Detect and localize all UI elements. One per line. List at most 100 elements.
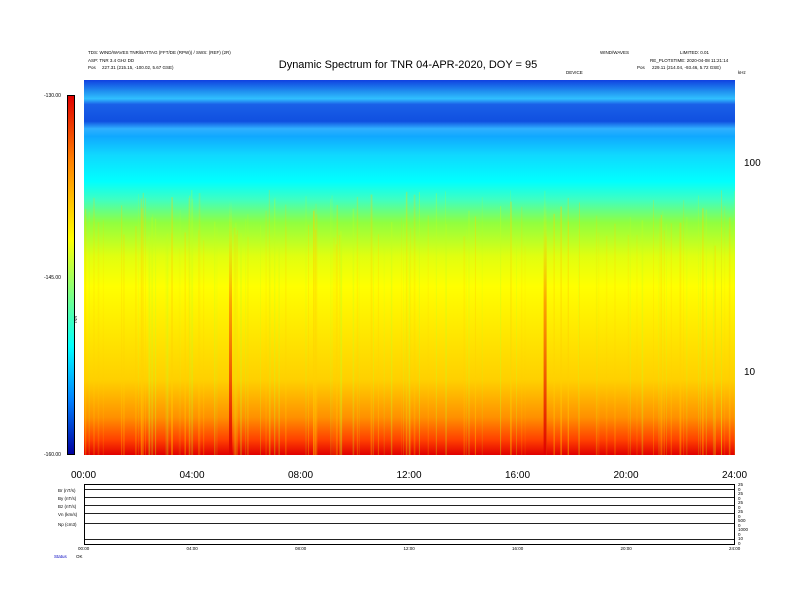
spectrum-streak <box>235 234 237 455</box>
colorbar <box>67 95 75 455</box>
header-right-pos: 229.11 (214.04, -93.46, 5.72 GSE) <box>652 65 721 70</box>
spectrum-streak <box>313 209 315 455</box>
panel-right-tick: 25 <box>738 482 744 487</box>
status-value: OK <box>76 554 83 559</box>
panel-label: Br (nT/s) <box>58 488 76 493</box>
chart-title: Dynamic Spectrum for TNR 04-APR-2020, DO… <box>278 59 538 71</box>
spectrum-streak <box>500 206 502 455</box>
spectrum-streak <box>403 223 404 455</box>
spectrum-streak <box>155 218 157 455</box>
spectrum-streak <box>188 198 190 455</box>
spectrum-streak <box>370 194 373 455</box>
panel-right-tick: 1000 <box>738 527 749 532</box>
spectrum-streak <box>698 195 699 455</box>
spectrum-streak <box>331 195 333 455</box>
spectrum-streak <box>245 219 247 455</box>
header-center-small-2: DEVICE <box>566 70 583 75</box>
x-tick-label: 16:00 <box>505 470 531 481</box>
x-tick-label: 04:00 <box>179 470 205 481</box>
corner-unit-label: kHz <box>738 70 746 75</box>
spectrum-streak <box>93 197 95 455</box>
spectrum-streak <box>314 229 317 455</box>
radio-burst <box>229 200 232 455</box>
spectrogram <box>84 80 735 455</box>
spectrum-streak <box>596 249 598 455</box>
spectrum-streak <box>705 209 707 455</box>
spectrum-streak <box>305 196 307 455</box>
spectrum-streak <box>658 233 660 455</box>
spectrum-background <box>84 80 735 455</box>
panel-trace <box>85 523 734 524</box>
panel-right-tick: 0 <box>738 540 741 546</box>
spectrum-streak <box>214 221 216 455</box>
panel-right-tick: 25 <box>738 500 744 505</box>
spectrum-streak <box>313 210 315 455</box>
panel-trace <box>85 513 734 514</box>
spectrum-streak <box>216 227 218 455</box>
spectrum-streak <box>315 203 317 455</box>
spectrum-streak <box>142 192 144 455</box>
spectrum-streak <box>189 195 191 455</box>
spectrum-streak <box>171 197 173 455</box>
spectrum-streak <box>123 234 125 455</box>
spectrum-streak <box>313 211 314 455</box>
panel-label: Np (cm3) <box>58 522 77 527</box>
spectrum-streak <box>135 226 137 455</box>
spectrum-streak <box>598 232 600 455</box>
spectrum-streak <box>465 229 467 455</box>
panel-label: By (nT/s) <box>58 496 77 501</box>
panel-right-tick: 0 <box>738 495 741 501</box>
spectrum-streak <box>233 239 235 455</box>
parameter-panels <box>84 484 735 545</box>
panel-trace <box>85 539 734 540</box>
spectrum-streak <box>679 222 682 455</box>
x-tick-label: 00:00 <box>71 470 97 481</box>
spectrum-streak <box>171 233 173 455</box>
spectrum-streak <box>148 236 151 455</box>
spectrum-streak <box>192 198 194 455</box>
spectrum-streak <box>88 211 90 455</box>
x-tick-label: 24:00 <box>722 470 748 481</box>
panel-x-tick: 24:00 <box>729 546 741 551</box>
panel-x-tick: 04:00 <box>186 546 198 551</box>
spectrum-streak <box>97 222 100 455</box>
spectrum-streak <box>410 228 412 455</box>
x-tick-label: 08:00 <box>288 470 314 481</box>
header-left-pos-label: Pos <box>88 65 96 70</box>
spectrum-streak <box>274 199 275 455</box>
spectrum-streak <box>721 227 722 455</box>
spectrum-streak <box>734 190 735 455</box>
spectrum-streak <box>579 202 580 455</box>
spectrum-streak <box>141 208 143 455</box>
spectrum-streak <box>481 197 483 455</box>
panel-right-tick: 10 <box>738 536 744 541</box>
spectrum-streak <box>383 241 385 455</box>
spectrum-streak <box>390 222 393 455</box>
spectrum-streak <box>446 224 447 455</box>
spectrum-streak <box>418 192 420 455</box>
spectrum-streak <box>145 198 146 455</box>
spectrum-streak <box>510 201 512 455</box>
spectrum-streak <box>666 224 667 455</box>
spectrum-streak <box>408 244 411 455</box>
colorbar-tick-bottom: -160.00 <box>44 452 61 458</box>
spectrum-streak <box>636 235 638 455</box>
spectrum-streak <box>670 223 672 455</box>
spectrum-streak <box>191 190 193 455</box>
spectrum-streak <box>724 205 726 455</box>
spectrum-streak <box>198 230 200 455</box>
spectrum-streak <box>308 224 309 455</box>
y-tick-100: 100 <box>744 158 761 169</box>
spectrum-streak <box>605 235 608 455</box>
panel-trace <box>85 497 734 498</box>
spectrum-streak <box>401 217 402 455</box>
panel-x-tick: 08:00 <box>295 546 307 551</box>
panel-x-tick: 00:00 <box>78 546 90 551</box>
spectrum-streak <box>445 191 446 455</box>
panel-right-tick: 25 <box>738 509 744 514</box>
spectrum-streak <box>203 240 205 455</box>
x-tick-label: 12:00 <box>396 470 422 481</box>
spectrum-streak <box>333 237 335 455</box>
panel-trace <box>85 489 734 490</box>
spectrum-streak <box>184 232 186 455</box>
